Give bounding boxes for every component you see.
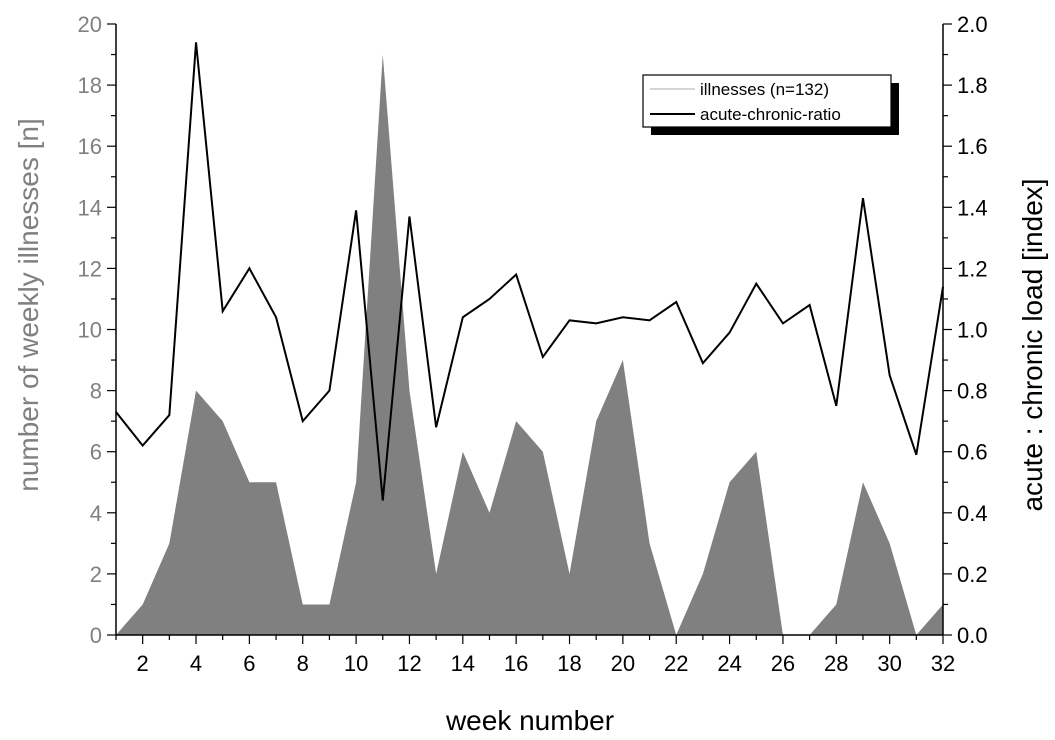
left-y-tick-label: 16 (78, 134, 102, 159)
right-y-tick-label: 0.8 (957, 379, 988, 404)
right-y-tick-label: 2.0 (957, 12, 988, 37)
right-y-tick-label: 0.0 (957, 623, 988, 648)
left-y-tick-label: 10 (78, 318, 102, 343)
legend-label-ratio: acute-chronic-ratio (700, 105, 841, 124)
ratio-line (115, 42, 944, 501)
x-tick-label: 2 (137, 651, 149, 676)
x-tick-label: 32 (931, 651, 955, 676)
ticks-layer: 2 4 6 8 10 12 14 16 18 20 22 24 26 28 30 32024681012141… (78, 12, 988, 676)
illness-area-layer (116, 54, 943, 636)
right-y-tick-label: 1.6 (957, 134, 988, 159)
x-tick-label: 16 (504, 651, 528, 676)
left-y-tick-label: 0 (90, 623, 102, 648)
right-y-tick-label: 1.4 (957, 195, 988, 220)
x-tick-label: 22 (664, 651, 688, 676)
x-axis-title: week number (445, 705, 614, 736)
right-y-tick-label: 1.8 (957, 73, 988, 98)
left-y-axis-title: number of weekly illnesses [n] (13, 118, 44, 492)
x-tick-label: 18 (557, 651, 581, 676)
legend-label-illnesses: illnesses (n=132) (700, 80, 829, 99)
x-tick-label: 30 (877, 651, 901, 676)
x-tick-label: 8 (297, 651, 309, 676)
left-y-tick-label: 20 (78, 12, 102, 37)
x-tick-label: 6 (243, 651, 255, 676)
x-tick-label: 14 (451, 651, 475, 676)
right-y-axis-title: acute : chronic load [index] (1017, 178, 1048, 511)
x-tick-label: 10 (344, 651, 368, 676)
legend-box (642, 74, 892, 128)
x-tick-label: 4 (190, 651, 202, 676)
right-y-tick-label: 0.2 (957, 562, 988, 587)
x-tick-label: 12 (397, 651, 421, 676)
left-y-tick-label: 4 (90, 501, 102, 526)
x-tick-label: 28 (824, 651, 848, 676)
x-tick-label: 24 (717, 651, 741, 676)
right-y-tick-label: 1.2 (957, 256, 988, 281)
left-y-tick-label: 6 (90, 440, 102, 465)
right-y-tick-label: 1.0 (957, 318, 988, 343)
left-y-tick-label: 14 (78, 195, 102, 220)
x-tick-label: 26 (771, 651, 795, 676)
left-y-tick-label: 12 (78, 256, 102, 281)
left-y-tick-label: 8 (90, 379, 102, 404)
right-y-tick-label: 0.6 (957, 440, 988, 465)
illness-area (116, 54, 943, 636)
right-y-tick-label: 0.4 (957, 501, 988, 526)
left-y-tick-label: 18 (78, 73, 102, 98)
x-tick-label: 20 (611, 651, 635, 676)
legend: illnesses (n=132) acute-chronic-ratio (642, 74, 899, 135)
ratio-line-layer (115, 42, 944, 501)
left-y-tick-label: 2 (90, 562, 102, 587)
